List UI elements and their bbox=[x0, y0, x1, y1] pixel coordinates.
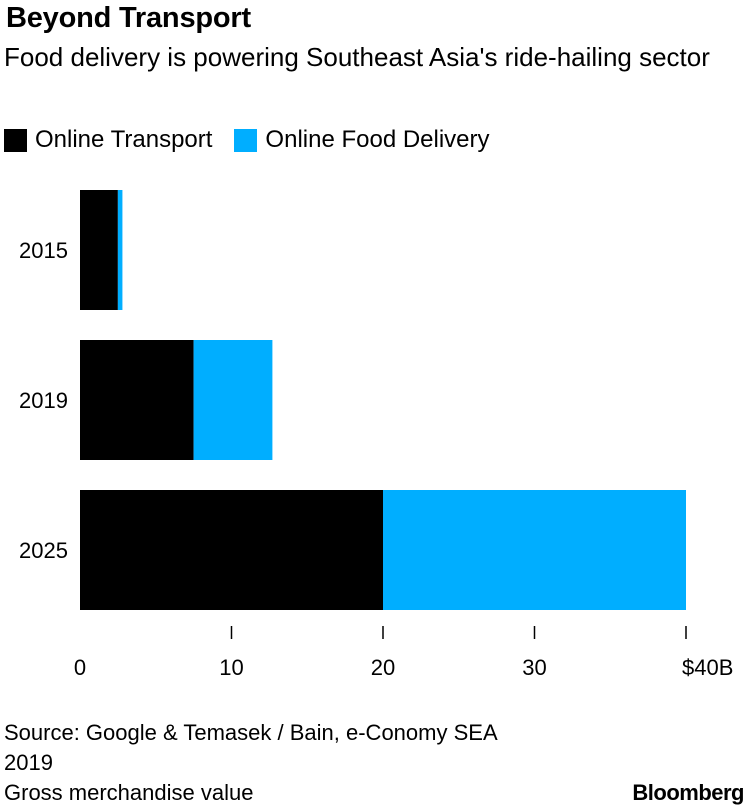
x-tick-label-0: 0 bbox=[74, 655, 86, 680]
bar-2015-online-food-delivery bbox=[117, 190, 123, 310]
legend-swatch-online-transport bbox=[4, 128, 27, 152]
category-label-2025: 2025 bbox=[19, 538, 68, 563]
source-line-2: 2019 bbox=[4, 750, 53, 775]
source-line-1: Source: Google & Temasek / Bain, e-Conom… bbox=[4, 720, 498, 745]
bar-2019-online-transport bbox=[80, 340, 194, 460]
chart-title: Beyond Transport bbox=[6, 2, 251, 34]
x-tick-label-40: $40B bbox=[682, 655, 733, 680]
legend-label-online-transport: Online Transport bbox=[35, 126, 213, 153]
chart-subtitle: Food delivery is powering Southeast Asia… bbox=[4, 42, 710, 72]
bloomberg-logo: Bloomberg bbox=[632, 780, 744, 805]
stacked-bar-chart: 2015 2019 2025 0 10 20 30 $40B bbox=[19, 190, 733, 680]
bar-2025-online-food-delivery bbox=[383, 490, 686, 610]
legend-label-online-food-delivery: Online Food Delivery bbox=[265, 126, 490, 153]
legend-swatch-online-food-delivery bbox=[234, 128, 258, 152]
source-line-3: Gross merchandise value bbox=[4, 780, 254, 805]
bar-2015-online-transport bbox=[80, 190, 118, 310]
x-tick-label-20: 20 bbox=[371, 655, 395, 680]
category-label-2015: 2015 bbox=[19, 238, 68, 263]
bar-2025-online-transport bbox=[80, 490, 383, 610]
x-tick-label-10: 10 bbox=[219, 655, 243, 680]
legend: Online Transport Online Food Delivery bbox=[4, 126, 512, 154]
legend-item-online-transport: Online Transport bbox=[4, 126, 212, 154]
category-label-2019: 2019 bbox=[19, 388, 68, 413]
bar-2019-online-food-delivery bbox=[193, 340, 273, 460]
x-tick-label-30: 30 bbox=[522, 655, 546, 680]
legend-item-online-food-delivery: Online Food Delivery bbox=[234, 126, 490, 154]
